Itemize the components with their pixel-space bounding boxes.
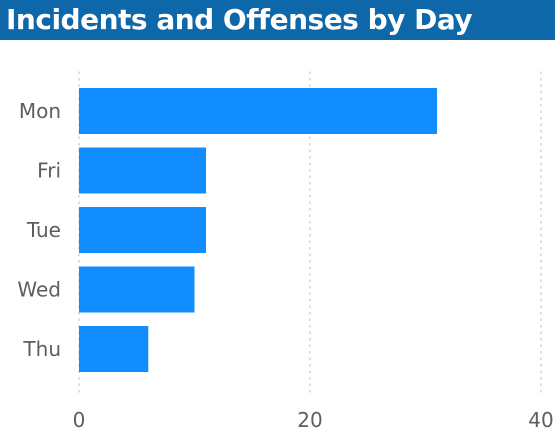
- category-label: Thu: [22, 337, 61, 361]
- category-label: Fri: [37, 159, 61, 183]
- title-bar: Incidents and Offenses by Day: [0, 0, 555, 40]
- category-label: Tue: [26, 218, 61, 242]
- chart-title: Incidents and Offenses by Day: [6, 3, 473, 36]
- bar-mon[interactable]: [79, 88, 438, 134]
- x-tick-label: 40: [528, 408, 553, 431]
- bar-thu[interactable]: [79, 326, 149, 372]
- bar-fri[interactable]: [79, 147, 207, 194]
- category-label: Mon: [19, 99, 61, 123]
- bar-tue[interactable]: [79, 207, 207, 253]
- x-tick-label: 20: [297, 408, 322, 431]
- category-label: Wed: [17, 278, 61, 302]
- x-tick-label: 0: [73, 408, 86, 431]
- bar-wed[interactable]: [79, 266, 195, 313]
